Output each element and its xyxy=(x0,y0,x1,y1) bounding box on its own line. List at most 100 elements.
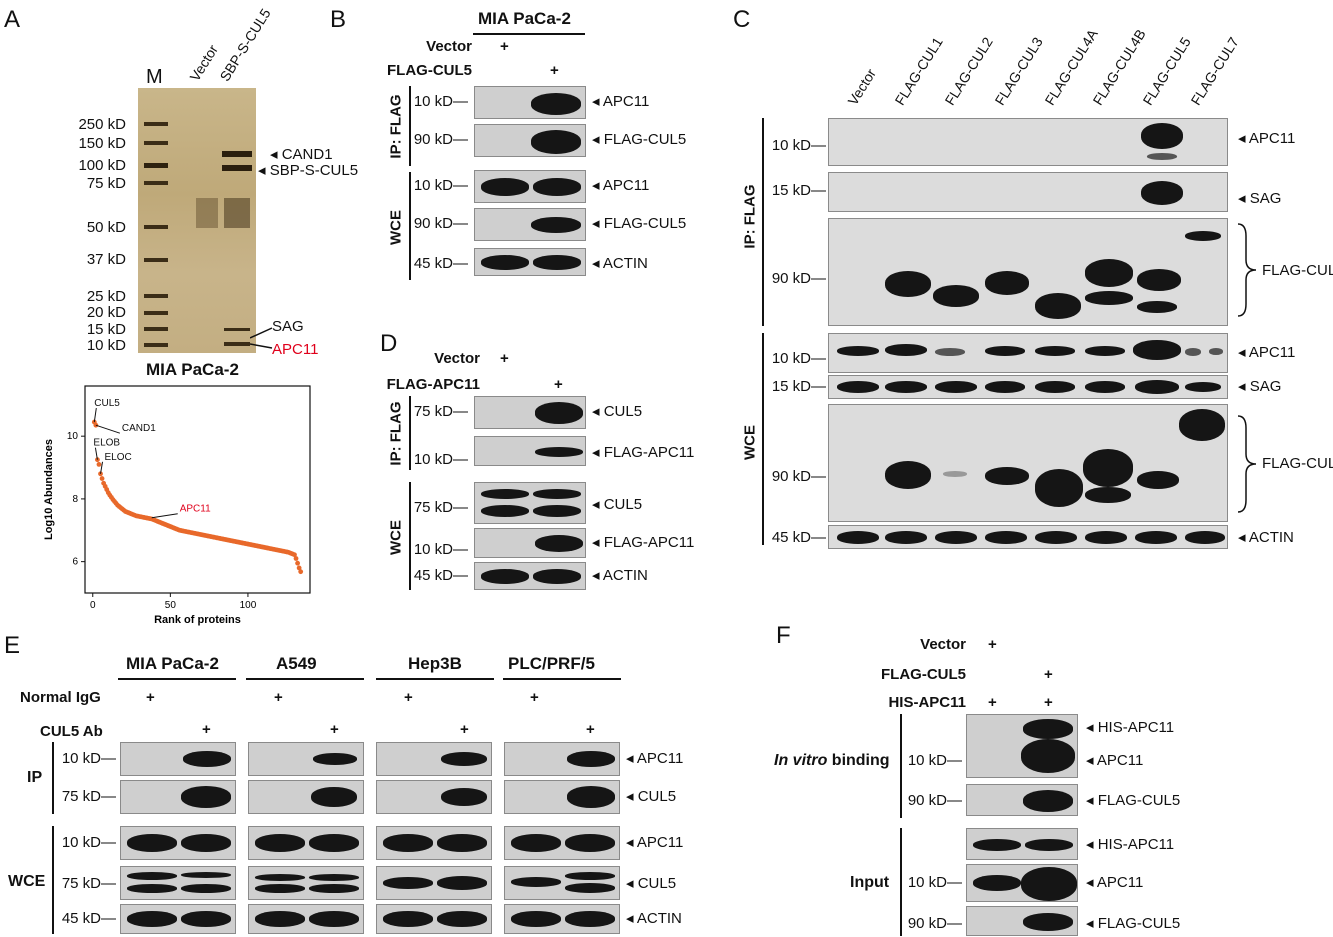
blot-strip xyxy=(248,780,364,814)
blot-strip xyxy=(248,904,364,934)
x-axis-label: Rank of proteins xyxy=(154,614,241,626)
lane-vector-label: Vector xyxy=(186,41,222,84)
marker-label: 250 kD xyxy=(78,116,126,133)
blot-strip xyxy=(248,866,364,900)
row-label: ◂ CUL5 xyxy=(592,496,643,513)
x-tick-label: 50 xyxy=(165,600,177,611)
condition-mark: + xyxy=(554,376,563,393)
row-marker: 45 kD— xyxy=(61,910,116,927)
cell-line-underline xyxy=(473,33,585,35)
blot-strip xyxy=(474,396,586,429)
row-label: ◂ APC11 xyxy=(626,750,684,767)
cell-line-underline xyxy=(503,678,621,680)
row-marker: 15 kD— xyxy=(771,378,826,395)
blot-strip xyxy=(376,742,492,776)
group-bracket xyxy=(762,333,764,545)
lane-label: Vector xyxy=(844,65,880,108)
row-marker: 10 kD— xyxy=(413,541,468,558)
group-label-ip: IP xyxy=(27,769,43,786)
row-marker: 75 kD— xyxy=(413,403,468,420)
condition-mark: + xyxy=(1044,666,1053,683)
condition-label: FLAG-CUL5 xyxy=(881,666,966,683)
band-label-apc11: APC11 xyxy=(272,341,319,358)
data-point xyxy=(295,560,300,566)
blot-strip xyxy=(474,248,586,276)
y-tick-label: 8 xyxy=(72,494,78,505)
plot-frame xyxy=(84,385,311,594)
panel-f-label: F xyxy=(776,622,791,649)
blot-strip xyxy=(474,436,586,466)
marker-label: 100 kD xyxy=(78,157,126,174)
marker-label: 20 kD xyxy=(86,304,126,321)
row-marker: 90 kD— xyxy=(771,468,826,485)
blot-strip xyxy=(828,118,1228,166)
blot-strip xyxy=(966,906,1078,936)
silver-stain-gel xyxy=(138,88,256,353)
row-label: ◂ ACTIN xyxy=(626,910,682,927)
blot-strip xyxy=(828,404,1228,522)
lane-label: FLAG-CUL5 xyxy=(1139,34,1194,109)
blot-strip xyxy=(120,742,236,776)
cell-line-label: Hep3B xyxy=(408,654,462,673)
data-point xyxy=(296,565,302,571)
row-marker: 90 kD— xyxy=(907,792,962,809)
group-bracket xyxy=(52,742,54,814)
data-point xyxy=(292,552,297,558)
row-label: ◂ ACTIN xyxy=(1238,529,1294,546)
annotation-label: CAND1 xyxy=(122,423,156,434)
row-label: ◂ CUL5 xyxy=(626,788,677,805)
row-label: ◂ HIS-APC11 xyxy=(1086,836,1175,853)
blot-strip xyxy=(828,525,1228,549)
blot-strip xyxy=(828,172,1228,212)
condition-mark: + xyxy=(274,689,283,706)
chart-title: MIA PaCa-2 xyxy=(146,360,239,379)
annotation-line xyxy=(94,447,98,460)
row-label: ◂ FLAG-CUL5 xyxy=(592,131,687,148)
lane-label: FLAG-CUL7 xyxy=(1187,34,1242,109)
annotation-label: ELOB xyxy=(93,438,120,449)
condition-mark: + xyxy=(586,721,595,738)
group-label-input: Input xyxy=(850,874,890,891)
blot-strip xyxy=(474,86,586,119)
blot-strip xyxy=(504,904,620,934)
condition-label: HIS-APC11 xyxy=(888,694,966,711)
condition-mark: + xyxy=(202,721,211,738)
row-marker: 10 kD— xyxy=(61,750,116,767)
cell-line-underline xyxy=(376,678,494,680)
row-label: ◂ SAG xyxy=(1238,190,1282,207)
condition-mark: + xyxy=(460,721,469,738)
row-marker: 10 kD— xyxy=(771,137,826,154)
group-bracket xyxy=(900,828,902,936)
row-label: ◂ APC11 xyxy=(1086,752,1144,769)
x-tick-label: 100 xyxy=(240,600,257,611)
data-point xyxy=(298,569,304,575)
row-label: ◂ APC11 xyxy=(626,834,684,851)
annotation-label: ELOC xyxy=(105,452,132,463)
brace-icon xyxy=(1237,415,1257,513)
row-label: ◂ CUL5 xyxy=(592,403,643,420)
row-label: ◂ ACTIN xyxy=(592,255,648,272)
condition-mark: + xyxy=(404,689,413,706)
blot-strip xyxy=(828,218,1228,326)
row-marker: 10 kD— xyxy=(771,350,826,367)
row-label: ◂ FLAG-CUL5 xyxy=(1086,915,1181,932)
blot-strip xyxy=(828,375,1228,399)
blot-strip xyxy=(474,208,586,241)
condition-label: Vector xyxy=(434,350,480,367)
row-label: ◂ HIS-APC11 xyxy=(1086,719,1175,736)
row-marker: 75 kD— xyxy=(61,788,116,805)
blot-strip xyxy=(376,780,492,814)
row-label: ◂ APC11 xyxy=(592,177,650,194)
row-marker: 10 kD— xyxy=(413,451,468,468)
row-label: ◂ FLAG-CUL5 xyxy=(592,215,687,232)
y-axis-label: Log10 Abundances xyxy=(43,439,55,540)
condition-mark: + xyxy=(330,721,339,738)
row-marker: 75 kD— xyxy=(413,499,468,516)
blot-strip xyxy=(474,170,586,203)
cell-line-underline xyxy=(246,678,364,680)
data-point xyxy=(96,462,102,467)
row-marker: 75 kD— xyxy=(61,875,116,892)
group-bracket xyxy=(762,118,764,326)
row-label: ◂ APC11 xyxy=(1238,344,1296,361)
row-marker: 10 kD— xyxy=(907,752,962,769)
